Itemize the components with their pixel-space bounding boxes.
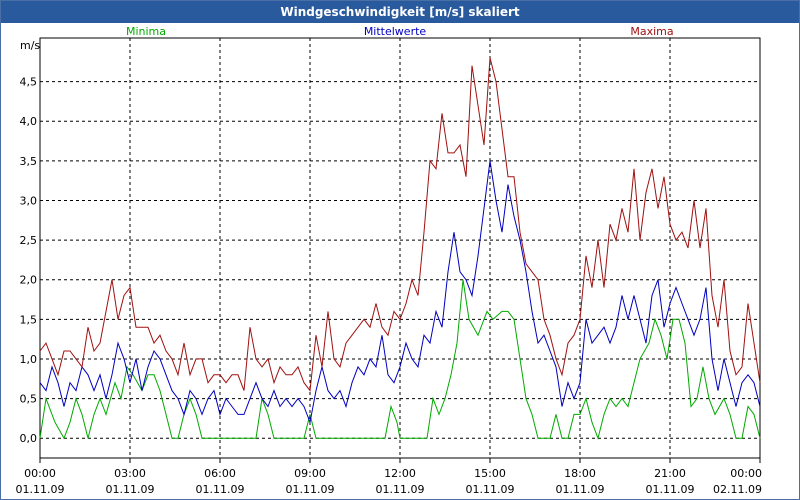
x-tick-time: 03:00 <box>114 467 146 480</box>
x-tick-date: 01.11.09 <box>556 483 605 496</box>
legend-item-maxima: Maxima <box>630 25 673 38</box>
x-tick-time: 06:00 <box>204 467 236 480</box>
x-tick-date: 01.11.09 <box>466 483 515 496</box>
x-tick-time: 09:00 <box>294 467 326 480</box>
x-tick-date: 01.11.09 <box>106 483 155 496</box>
y-axis-unit: m/s <box>20 39 40 52</box>
series-line-mittelwerte <box>39 160 761 425</box>
x-tick-time: 21:00 <box>654 467 686 480</box>
legend: Minima Mittelwerte Maxima <box>126 25 674 38</box>
grid-lines <box>40 38 760 458</box>
x-tick-date: 01.11.09 <box>376 483 425 496</box>
y-tick-label: 0,0 <box>20 432 38 445</box>
x-tick-time: 15:00 <box>474 467 506 480</box>
x-tick-time: 12:00 <box>384 467 416 480</box>
x-tick-date: 02.11.09 <box>713 483 762 496</box>
y-tick-label: 1,5 <box>20 313 38 326</box>
x-tick-time: 00:00 <box>730 467 762 480</box>
x-tick-date: 01.11.09 <box>286 483 335 496</box>
y-tick-label: 0,5 <box>20 393 38 406</box>
series-line-maxima <box>39 57 761 392</box>
y-tick-labels: 0,0 0,5 1,0 1,5 2,0 2,5 3,0 3,5 4,0 4,5 <box>20 76 38 446</box>
x-tick-date: 01.11.09 <box>646 483 695 496</box>
y-tick-label: 2,0 <box>20 274 38 287</box>
legend-item-minima: Minima <box>126 25 166 38</box>
x-tick-labels: 00:00 01.11.09 03:00 01.11.09 06:00 01.11.09 0… <box>16 458 762 496</box>
legend-item-mittelwerte: Mittelwerte <box>364 25 427 38</box>
y-tick-label: 2,5 <box>20 234 38 247</box>
y-tick-label: 1,0 <box>20 353 38 366</box>
x-tick-date: 01.11.09 <box>196 483 245 496</box>
x-tick-time: 18:00 <box>564 467 596 480</box>
y-tick-label: 4,5 <box>20 76 38 89</box>
y-tick-label: 3,5 <box>20 155 38 168</box>
y-tick-label: 3,0 <box>20 194 38 207</box>
x-tick-date: 01.11.09 <box>16 483 65 496</box>
y-tick-label: 4,0 <box>20 115 38 128</box>
x-tick-time: 00:00 <box>24 467 56 480</box>
window-title: Windgeschwindigkeit [m/s] skaliert <box>1 1 799 23</box>
series-lines <box>39 57 761 440</box>
series-line-minima <box>39 279 761 440</box>
